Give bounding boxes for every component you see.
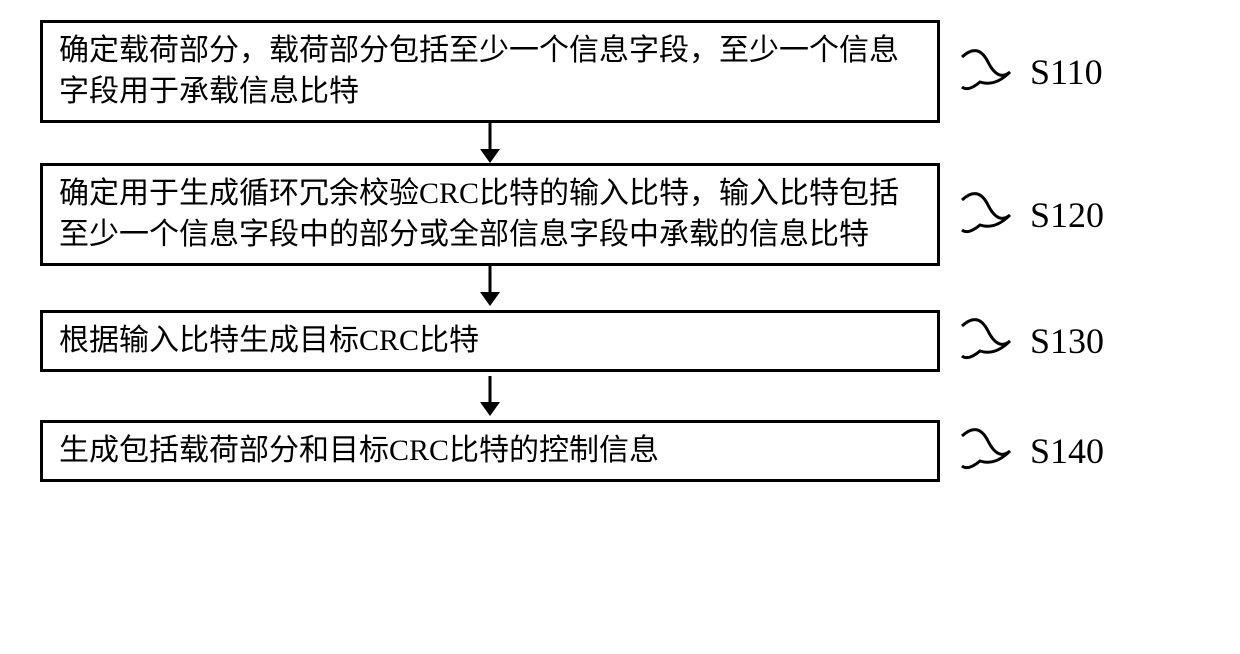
step-label-s140: S140 <box>1030 430 1104 472</box>
connector-squiggle <box>960 37 1020 107</box>
connector-squiggle <box>960 180 1020 250</box>
step-text: 确定用于生成循环冗余校验CRC比特的输入比特，输入比特包括至少一个信息字段中的部… <box>59 177 899 251</box>
flowchart-container: 确定载荷部分，载荷部分包括至少一个信息字段，至少一个信息字段用于承载信息比特 S… <box>40 20 1200 486</box>
step-box-s130: 根据输入比特生成目标CRC比特 <box>40 310 940 373</box>
step-row-3: 根据输入比特生成目标CRC比特 S130 <box>40 306 1200 376</box>
connector-squiggle <box>960 416 1020 486</box>
step-box-s140: 生成包括载荷部分和目标CRC比特的控制信息 <box>40 420 940 483</box>
step-box-s120: 确定用于生成循环冗余校验CRC比特的输入比特，输入比特包括至少一个信息字段中的部… <box>40 163 940 266</box>
step-text: 生成包括载荷部分和目标CRC比特的控制信息 <box>59 434 659 467</box>
step-text: 确定载荷部分，载荷部分包括至少一个信息字段，至少一个信息字段用于承载信息比特 <box>59 34 899 108</box>
step-label-s130: S130 <box>1030 320 1104 362</box>
connector-squiggle <box>960 306 1020 376</box>
arrow-1 <box>40 123 940 163</box>
step-row-4: 生成包括载荷部分和目标CRC比特的控制信息 S140 <box>40 416 1200 486</box>
step-text: 根据输入比特生成目标CRC比特 <box>59 324 479 357</box>
step-box-s110: 确定载荷部分，载荷部分包括至少一个信息字段，至少一个信息字段用于承载信息比特 <box>40 20 940 123</box>
step-row-1: 确定载荷部分，载荷部分包括至少一个信息字段，至少一个信息字段用于承载信息比特 S… <box>40 20 1200 123</box>
arrow-3 <box>40 376 940 416</box>
step-label-s120: S120 <box>1030 194 1104 236</box>
step-label-s110: S110 <box>1030 51 1103 93</box>
arrow-2 <box>40 266 940 306</box>
step-row-2: 确定用于生成循环冗余校验CRC比特的输入比特，输入比特包括至少一个信息字段中的部… <box>40 163 1200 266</box>
